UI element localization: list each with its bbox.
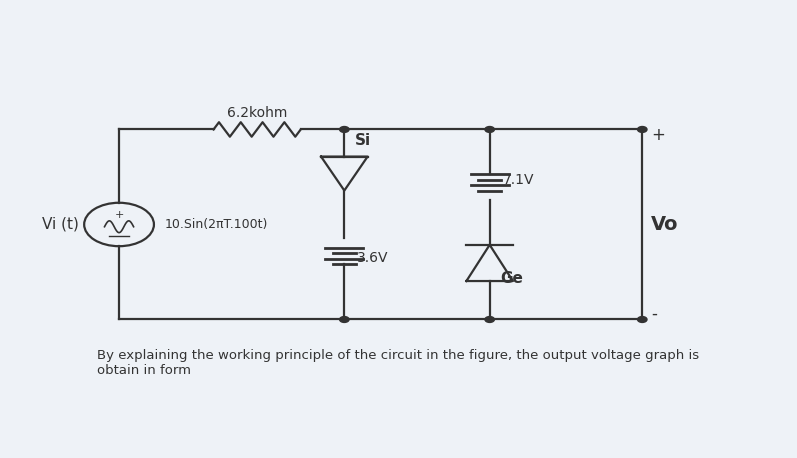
Text: 6.2kohm: 6.2kohm [227,106,287,120]
Circle shape [638,316,647,322]
Circle shape [340,316,349,322]
Text: By explaining the working principle of the circuit in the figure, the output vol: By explaining the working principle of t… [97,349,700,377]
Text: +: + [114,209,124,219]
Circle shape [340,126,349,132]
Text: Vi (t): Vi (t) [42,217,79,232]
Text: Si: Si [355,133,371,148]
Text: Ge: Ge [501,271,524,286]
Circle shape [638,126,647,132]
Circle shape [485,316,494,322]
Text: 7.1V: 7.1V [503,174,534,187]
Text: 10.Sin(2πT.100t): 10.Sin(2πT.100t) [165,218,269,231]
Circle shape [485,126,494,132]
Text: 3.6V: 3.6V [357,251,389,265]
Text: -: - [651,305,657,323]
Text: Vo: Vo [651,215,678,234]
Text: +: + [651,126,665,144]
